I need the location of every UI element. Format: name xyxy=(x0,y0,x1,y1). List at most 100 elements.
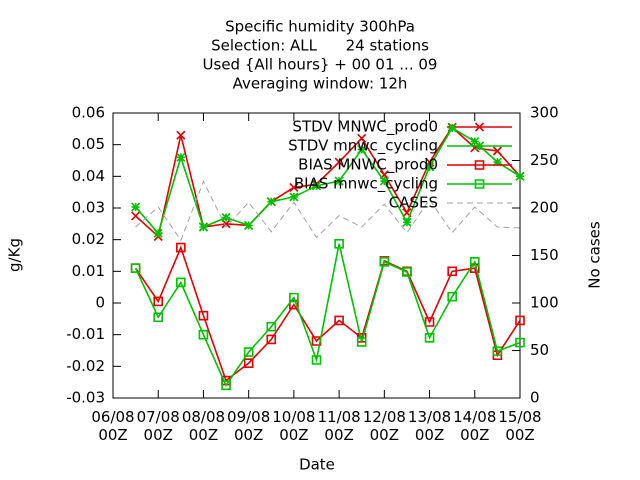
chart-title: Used {All hours} + 00 01 ... 09 xyxy=(203,56,438,74)
chart-title: Specific humidity 300hPa xyxy=(225,18,415,36)
chart-title: Selection: ALL 24 stations xyxy=(211,37,429,55)
marker xyxy=(131,211,141,221)
marker xyxy=(311,181,322,191)
series-line xyxy=(135,126,521,235)
y-tick-label: -0.03 xyxy=(66,389,105,407)
marker xyxy=(515,315,525,326)
x-tick-label: 14/08 00Z xyxy=(453,408,497,444)
x-tick-label: 15/08 00Z xyxy=(498,408,542,444)
marker xyxy=(289,192,299,202)
marker xyxy=(515,171,525,181)
x-tick-label: 08/08 00Z xyxy=(181,408,226,444)
marker xyxy=(334,238,344,249)
marker xyxy=(356,337,367,347)
x-tick-label: 09/08 00Z xyxy=(227,408,271,444)
marker xyxy=(492,146,502,156)
marker xyxy=(153,296,164,307)
y-tick-label: 0.05 xyxy=(72,135,105,153)
marker xyxy=(424,333,435,343)
marker xyxy=(289,292,299,303)
legend-marker xyxy=(474,160,485,170)
marker xyxy=(266,334,277,345)
y-tick-label: -0.02 xyxy=(66,357,105,375)
x-tick-label: 12/08 00Z xyxy=(362,408,406,444)
marker xyxy=(470,136,480,147)
legend-label: STDV MNWC_prod0 xyxy=(292,118,438,137)
marker xyxy=(176,242,186,253)
legend-label: BIAS MNWC_prod0 xyxy=(298,156,438,175)
legend-marker xyxy=(474,141,485,151)
marker xyxy=(243,358,254,368)
marker xyxy=(424,317,435,327)
marker xyxy=(176,277,186,288)
marker xyxy=(447,291,457,302)
chart-title: Averaging window: 12h xyxy=(233,75,408,93)
marker xyxy=(266,197,276,207)
x-axis-label: Date xyxy=(299,456,335,474)
y2-tick-label: 300 xyxy=(530,104,559,122)
marker xyxy=(198,222,209,232)
marker xyxy=(311,355,322,365)
marker xyxy=(515,337,525,348)
legend-marker xyxy=(474,179,485,189)
y2-tick-label: 150 xyxy=(530,246,559,264)
marker xyxy=(492,157,502,167)
marker xyxy=(447,266,457,277)
marker xyxy=(221,212,231,223)
marker xyxy=(266,321,277,332)
series-line xyxy=(134,245,521,382)
marker xyxy=(334,176,344,186)
marker xyxy=(131,202,141,212)
legend-label: STDV mnwc_cycling xyxy=(288,137,438,156)
y2-tick-label: 250 xyxy=(530,151,559,169)
marker xyxy=(153,228,163,238)
marker xyxy=(176,152,186,162)
marker xyxy=(447,123,457,133)
y-tick-label: 0.04 xyxy=(72,167,105,185)
x-tick-label: 11/08 00Z xyxy=(317,408,361,444)
series-line xyxy=(134,243,521,387)
y-tick-label: 0.06 xyxy=(72,104,105,122)
y-tick-label: 0.02 xyxy=(72,230,105,248)
y-tick-label: 0.03 xyxy=(72,199,105,217)
marker xyxy=(130,263,141,273)
marker xyxy=(289,182,299,192)
marker xyxy=(243,347,254,357)
y2-tick-label: 0 xyxy=(530,389,540,407)
marker xyxy=(334,157,344,167)
marker xyxy=(221,380,231,391)
x-tick-label: 07/08 00Z xyxy=(136,408,180,444)
y2-tick-label: 50 xyxy=(530,341,549,359)
marker xyxy=(357,144,367,154)
marker xyxy=(153,312,164,323)
legend-marker xyxy=(474,122,485,132)
y-tick-label: 0.01 xyxy=(72,262,105,280)
marker xyxy=(402,217,412,227)
marker xyxy=(176,130,186,140)
legend-label: BIAS mnwc_cycling xyxy=(294,175,438,194)
marker xyxy=(198,310,209,321)
marker xyxy=(492,346,503,356)
x-tick-label: 06/08 00Z xyxy=(91,408,135,444)
marker xyxy=(244,220,254,230)
y-tick-label: -0.01 xyxy=(66,325,105,343)
y-tick-label: 0 xyxy=(95,294,105,312)
legend-label: CASES xyxy=(389,194,438,212)
y-axis-label: g/Kg xyxy=(6,238,24,272)
marker xyxy=(424,162,435,172)
marker xyxy=(402,267,412,277)
marker xyxy=(334,315,344,326)
marker xyxy=(379,176,389,186)
x-tick-label: 13/08 00Z xyxy=(407,408,452,444)
marker xyxy=(357,133,367,143)
x-tick-label: 10/08 00Z xyxy=(272,408,316,444)
marker xyxy=(379,257,390,267)
marker xyxy=(311,336,322,346)
y2-tick-label: 200 xyxy=(530,199,559,217)
y2-axis-label: No cases xyxy=(586,221,604,289)
marker xyxy=(198,329,209,340)
marker xyxy=(469,257,480,267)
y2-tick-label: 100 xyxy=(530,294,559,312)
